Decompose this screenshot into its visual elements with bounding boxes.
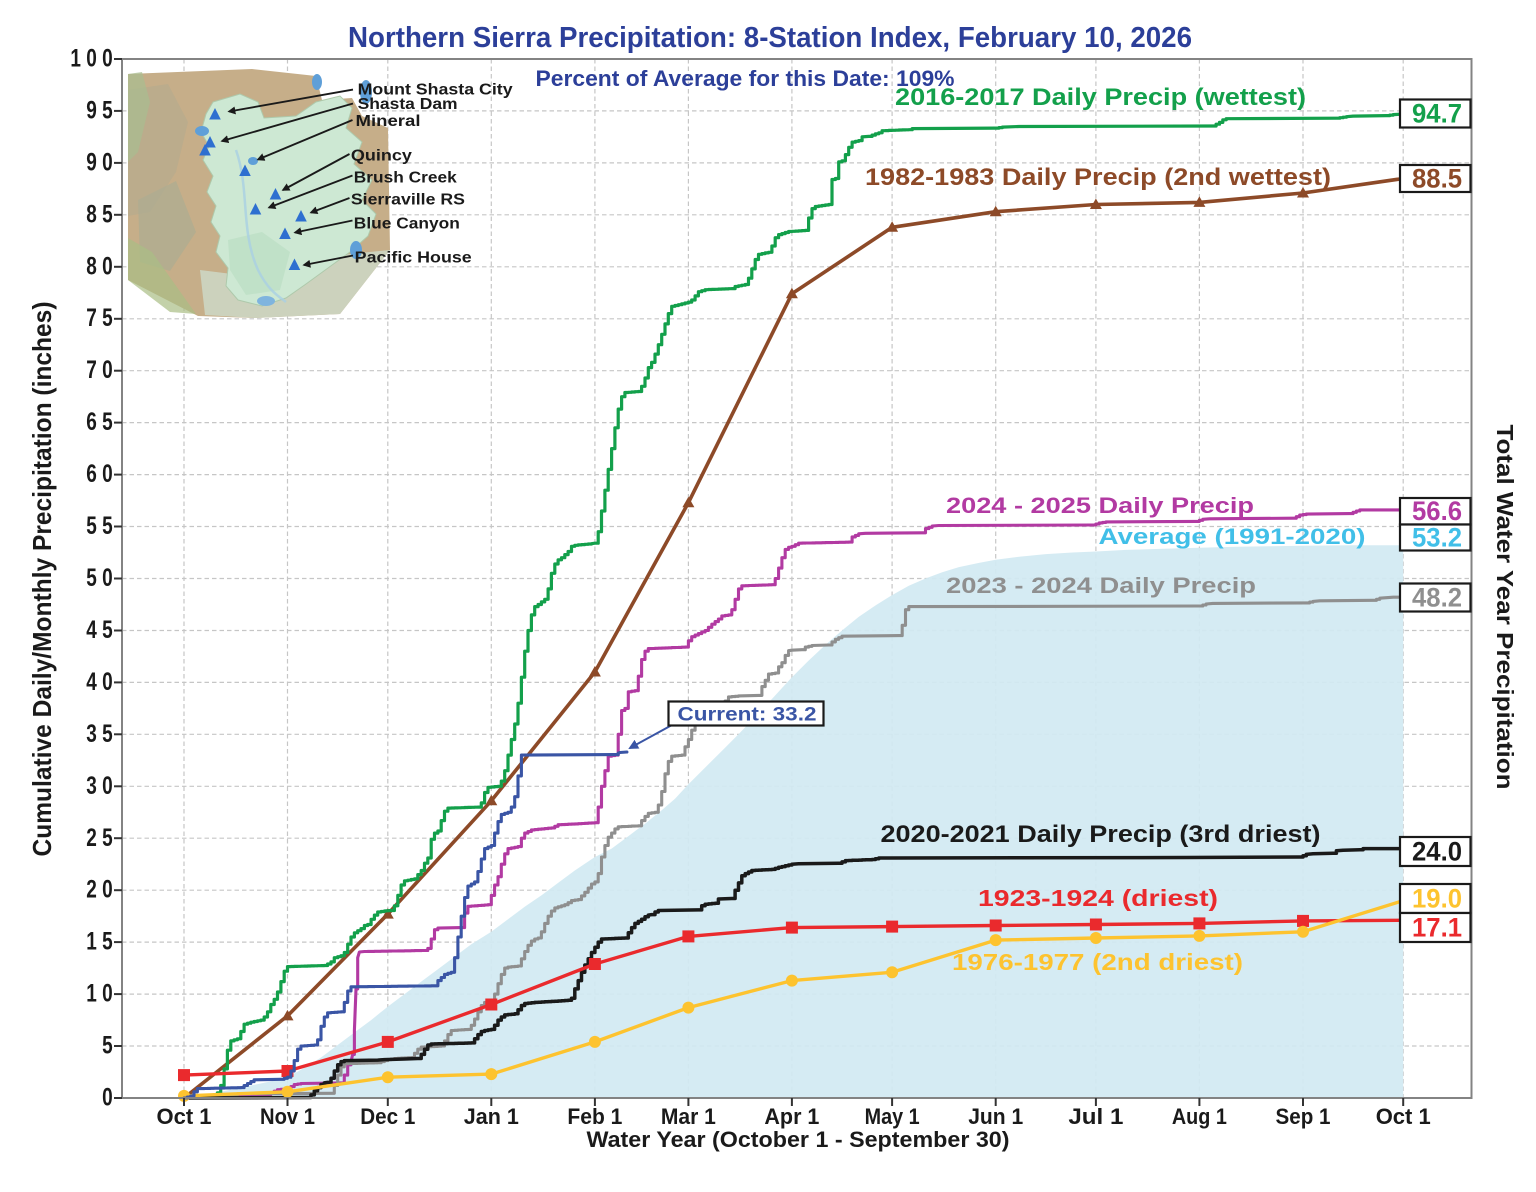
svg-text:25: 25 [86,823,118,851]
svg-text:2023 - 2024 Daily Precip: 2023 - 2024 Daily Precip [946,573,1256,598]
svg-text:Average (1991-2020): Average (1991-2020) [1099,524,1366,549]
svg-text:Jul 1: Jul 1 [1068,1104,1123,1129]
svg-text:Dec 1: Dec 1 [360,1104,415,1129]
svg-text:17.1: 17.1 [1412,913,1462,943]
svg-text:65: 65 [86,408,118,436]
svg-text:Brush Creek: Brush Creek [354,170,457,187]
svg-text:5: 5 [102,1031,118,1059]
svg-text:2016-2017 Daily Precip (wettes: 2016-2017 Daily Precip (wettest) [895,84,1306,111]
svg-text:90: 90 [86,148,118,176]
svg-text:35: 35 [86,719,118,747]
svg-text:75: 75 [86,304,118,332]
svg-text:80: 80 [86,252,118,280]
svg-text:45: 45 [86,615,118,643]
svg-text:94.7: 94.7 [1412,99,1462,129]
svg-text:55: 55 [86,511,118,539]
svg-text:24.0: 24.0 [1412,837,1462,867]
svg-text:Northern Sierra Precipitation:: Northern Sierra Precipitation: 8-Station… [348,22,1192,54]
svg-text:95: 95 [86,96,118,124]
svg-text:88.5: 88.5 [1412,164,1462,194]
svg-text:Water Year (October 1 - Septem: Water Year (October 1 - September 30) [587,1127,1010,1152]
svg-text:Mar 1: Mar 1 [661,1104,716,1129]
svg-text:Apr 1: Apr 1 [764,1104,819,1129]
svg-text:50: 50 [86,563,118,591]
svg-text:70: 70 [86,356,118,384]
svg-text:100: 100 [70,44,118,72]
svg-text:2020-2021 Daily Precip (3rd dr: 2020-2021 Daily Precip (3rd driest) [881,821,1321,848]
svg-text:1923-1924 (driest): 1923-1924 (driest) [978,885,1218,911]
svg-text:53.2: 53.2 [1412,523,1462,553]
svg-text:30: 30 [86,771,118,799]
svg-text:60: 60 [86,460,118,488]
svg-text:Nov 1: Nov 1 [260,1104,315,1129]
svg-text:85: 85 [86,200,118,228]
svg-text:2024 - 2025 Daily Precip: 2024 - 2025 Daily Precip [946,493,1254,518]
svg-text:Sierraville RS: Sierraville RS [351,192,465,209]
svg-text:Total Water Year Precipitation: Total Water Year Precipitation [1492,425,1518,790]
svg-text:48.2: 48.2 [1412,583,1462,613]
svg-text:May 1: May 1 [865,1104,920,1129]
svg-text:56.6: 56.6 [1412,496,1462,526]
svg-text:19.0: 19.0 [1412,884,1462,914]
svg-text:1976-1977 (2nd driest): 1976-1977 (2nd driest) [952,949,1243,975]
svg-text:Feb 1: Feb 1 [567,1104,622,1129]
svg-text:Current: 33.2: Current: 33.2 [678,704,817,726]
svg-text:Shasta Dam: Shasta Dam [358,96,458,113]
svg-text:Oct 1: Oct 1 [157,1104,212,1129]
svg-text:10: 10 [86,979,118,1007]
svg-text:0: 0 [102,1083,118,1111]
svg-text:Aug 1: Aug 1 [1172,1104,1227,1129]
svg-text:Jan 1: Jan 1 [464,1104,519,1129]
svg-text:Oct 1: Oct 1 [1376,1104,1431,1129]
svg-text:Mount Shasta City: Mount Shasta City [358,82,513,99]
svg-text:Blue Canyon: Blue Canyon [354,216,460,233]
svg-text:Mineral: Mineral [356,113,421,130]
svg-text:Jun 1: Jun 1 [968,1104,1023,1129]
svg-text:Sep 1: Sep 1 [1276,1104,1331,1129]
svg-text:20: 20 [86,875,118,903]
svg-text:Cumulative Daily/Monthly Preci: Cumulative Daily/Monthly Precipitation (… [27,302,57,857]
svg-text:Quincy: Quincy [351,148,412,165]
svg-text:1982-1983 Daily Precip (2nd we: 1982-1983 Daily Precip (2nd wettest) [865,164,1331,191]
svg-text:40: 40 [86,667,118,695]
svg-text:15: 15 [86,927,118,955]
svg-text:Pacific House: Pacific House [355,250,472,267]
svg-text:Percent of Average for this Da: Percent of Average for this Date: 109% [536,66,955,91]
